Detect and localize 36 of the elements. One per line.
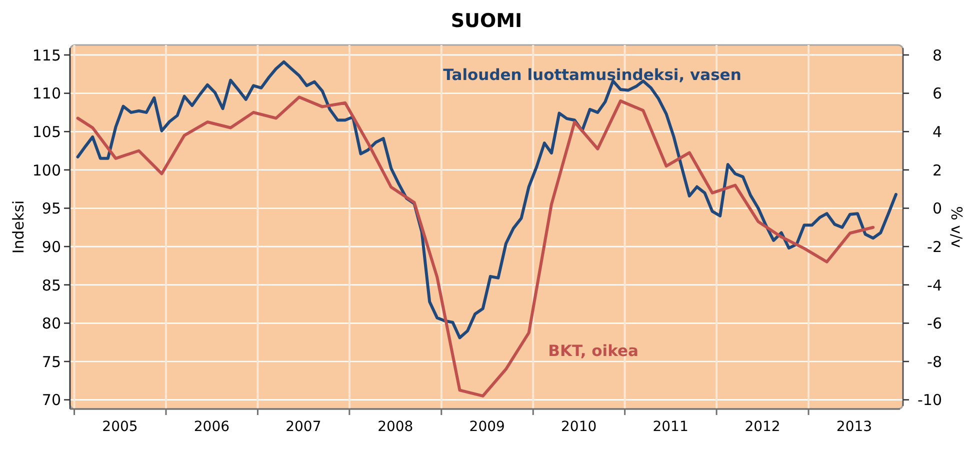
y-tick-label: 80 bbox=[42, 314, 61, 333]
y-tick-label: 110 bbox=[32, 84, 61, 103]
x-tick-label: 2013 bbox=[836, 419, 872, 435]
x-tick-label: 2012 bbox=[744, 419, 780, 435]
x-tick-label: 2010 bbox=[561, 419, 597, 435]
y-tick-label: 100 bbox=[32, 161, 61, 180]
line-series bbox=[76, 60, 898, 340]
y-tick-label: 95 bbox=[42, 200, 61, 218]
y2-tick-label: 4 bbox=[932, 122, 942, 141]
y2-tick-label: 6 bbox=[932, 84, 942, 103]
y2-tick-label: 0 bbox=[932, 200, 942, 218]
x-tick-label: 2006 bbox=[194, 419, 230, 435]
y-tick-label: 90 bbox=[42, 238, 61, 256]
series-label: BKT, oikea bbox=[548, 342, 638, 360]
y2-tick-label: -8 bbox=[927, 352, 942, 371]
y2-axis-title: % v/v bbox=[948, 206, 966, 248]
line-series bbox=[76, 96, 875, 398]
y2-tick-label: -4 bbox=[927, 276, 942, 294]
x-tick-label: 2008 bbox=[378, 419, 414, 435]
y2-tick-label: 8 bbox=[932, 46, 942, 64]
y-axis-title: Indeksi bbox=[9, 200, 28, 254]
series-label: Talouden luottamusindeksi, vasen bbox=[443, 66, 742, 84]
y2-tick-label: 2 bbox=[932, 161, 942, 180]
chart-title: SUOMI bbox=[450, 10, 522, 32]
y-tick-label: 85 bbox=[42, 276, 61, 294]
y-tick-label: 75 bbox=[42, 352, 61, 371]
y2-tick-label: -10 bbox=[918, 391, 942, 410]
x-tick-label: 2009 bbox=[469, 419, 505, 435]
y-tick-label: 70 bbox=[42, 391, 61, 410]
y-tick-label: 105 bbox=[32, 122, 61, 141]
x-tick-label: 2005 bbox=[102, 419, 138, 435]
y2-tick-label: -6 bbox=[927, 314, 942, 333]
y2-tick-label: -2 bbox=[927, 238, 942, 256]
y-tick-label: 115 bbox=[32, 46, 61, 64]
x-tick-label: 2007 bbox=[286, 419, 322, 435]
x-tick-label: 2011 bbox=[652, 419, 688, 435]
